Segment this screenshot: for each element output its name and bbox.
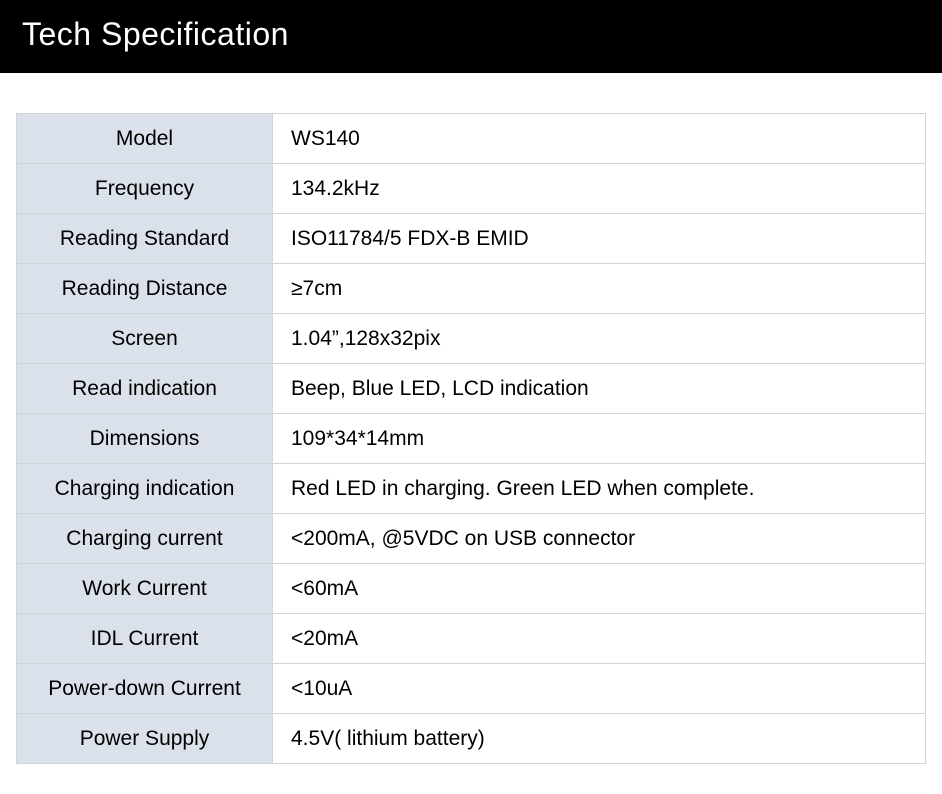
spec-value: ≥7cm [273,264,926,314]
spec-label: Work Current [17,564,273,614]
spec-label: Charging current [17,514,273,564]
table-row: Frequency 134.2kHz [17,164,926,214]
spec-label: Power Supply [17,714,273,764]
table-row: Read indication Beep, Blue LED, LCD indi… [17,364,926,414]
spec-table: Model WS140 Frequency 134.2kHz Reading S… [16,113,926,764]
spec-label: Charging indication [17,464,273,514]
table-row: Work Current <60mA [17,564,926,614]
spec-label: Model [17,114,273,164]
spec-value: Beep, Blue LED, LCD indication [273,364,926,414]
spec-value: ISO11784/5 FDX-B EMID [273,214,926,264]
table-row: Reading Distance ≥7cm [17,264,926,314]
spec-value: <20mA [273,614,926,664]
spec-value: 4.5V( lithium battery) [273,714,926,764]
table-row: IDL Current <20mA [17,614,926,664]
table-row: Model WS140 [17,114,926,164]
table-row: Charging current <200mA, @5VDC on USB co… [17,514,926,564]
spec-value: Red LED in charging. Green LED when comp… [273,464,926,514]
table-row: Power-down Current <10uA [17,664,926,714]
spec-label: IDL Current [17,614,273,664]
spec-label: Reading Distance [17,264,273,314]
spec-value: <10uA [273,664,926,714]
title-bar: Tech Specification [0,0,942,73]
table-row: Charging indication Red LED in charging.… [17,464,926,514]
page-title: Tech Specification [22,16,289,52]
spec-label: Screen [17,314,273,364]
spec-value: 134.2kHz [273,164,926,214]
spec-label: Dimensions [17,414,273,464]
spec-value: <200mA, @5VDC on USB connector [273,514,926,564]
table-row: Screen 1.04”,128x32pix [17,314,926,364]
spec-value: 109*34*14mm [273,414,926,464]
spec-label: Frequency [17,164,273,214]
table-row: Power Supply 4.5V( lithium battery) [17,714,926,764]
table-row: Reading Standard ISO11784/5 FDX-B EMID [17,214,926,264]
spec-label: Power-down Current [17,664,273,714]
spec-value: 1.04”,128x32pix [273,314,926,364]
spec-label: Read indication [17,364,273,414]
table-row: Dimensions 109*34*14mm [17,414,926,464]
spec-value: <60mA [273,564,926,614]
page: Tech Specification Model WS140 Frequency… [0,0,942,764]
title-gap [0,73,942,113]
spec-value: WS140 [273,114,926,164]
spec-label: Reading Standard [17,214,273,264]
